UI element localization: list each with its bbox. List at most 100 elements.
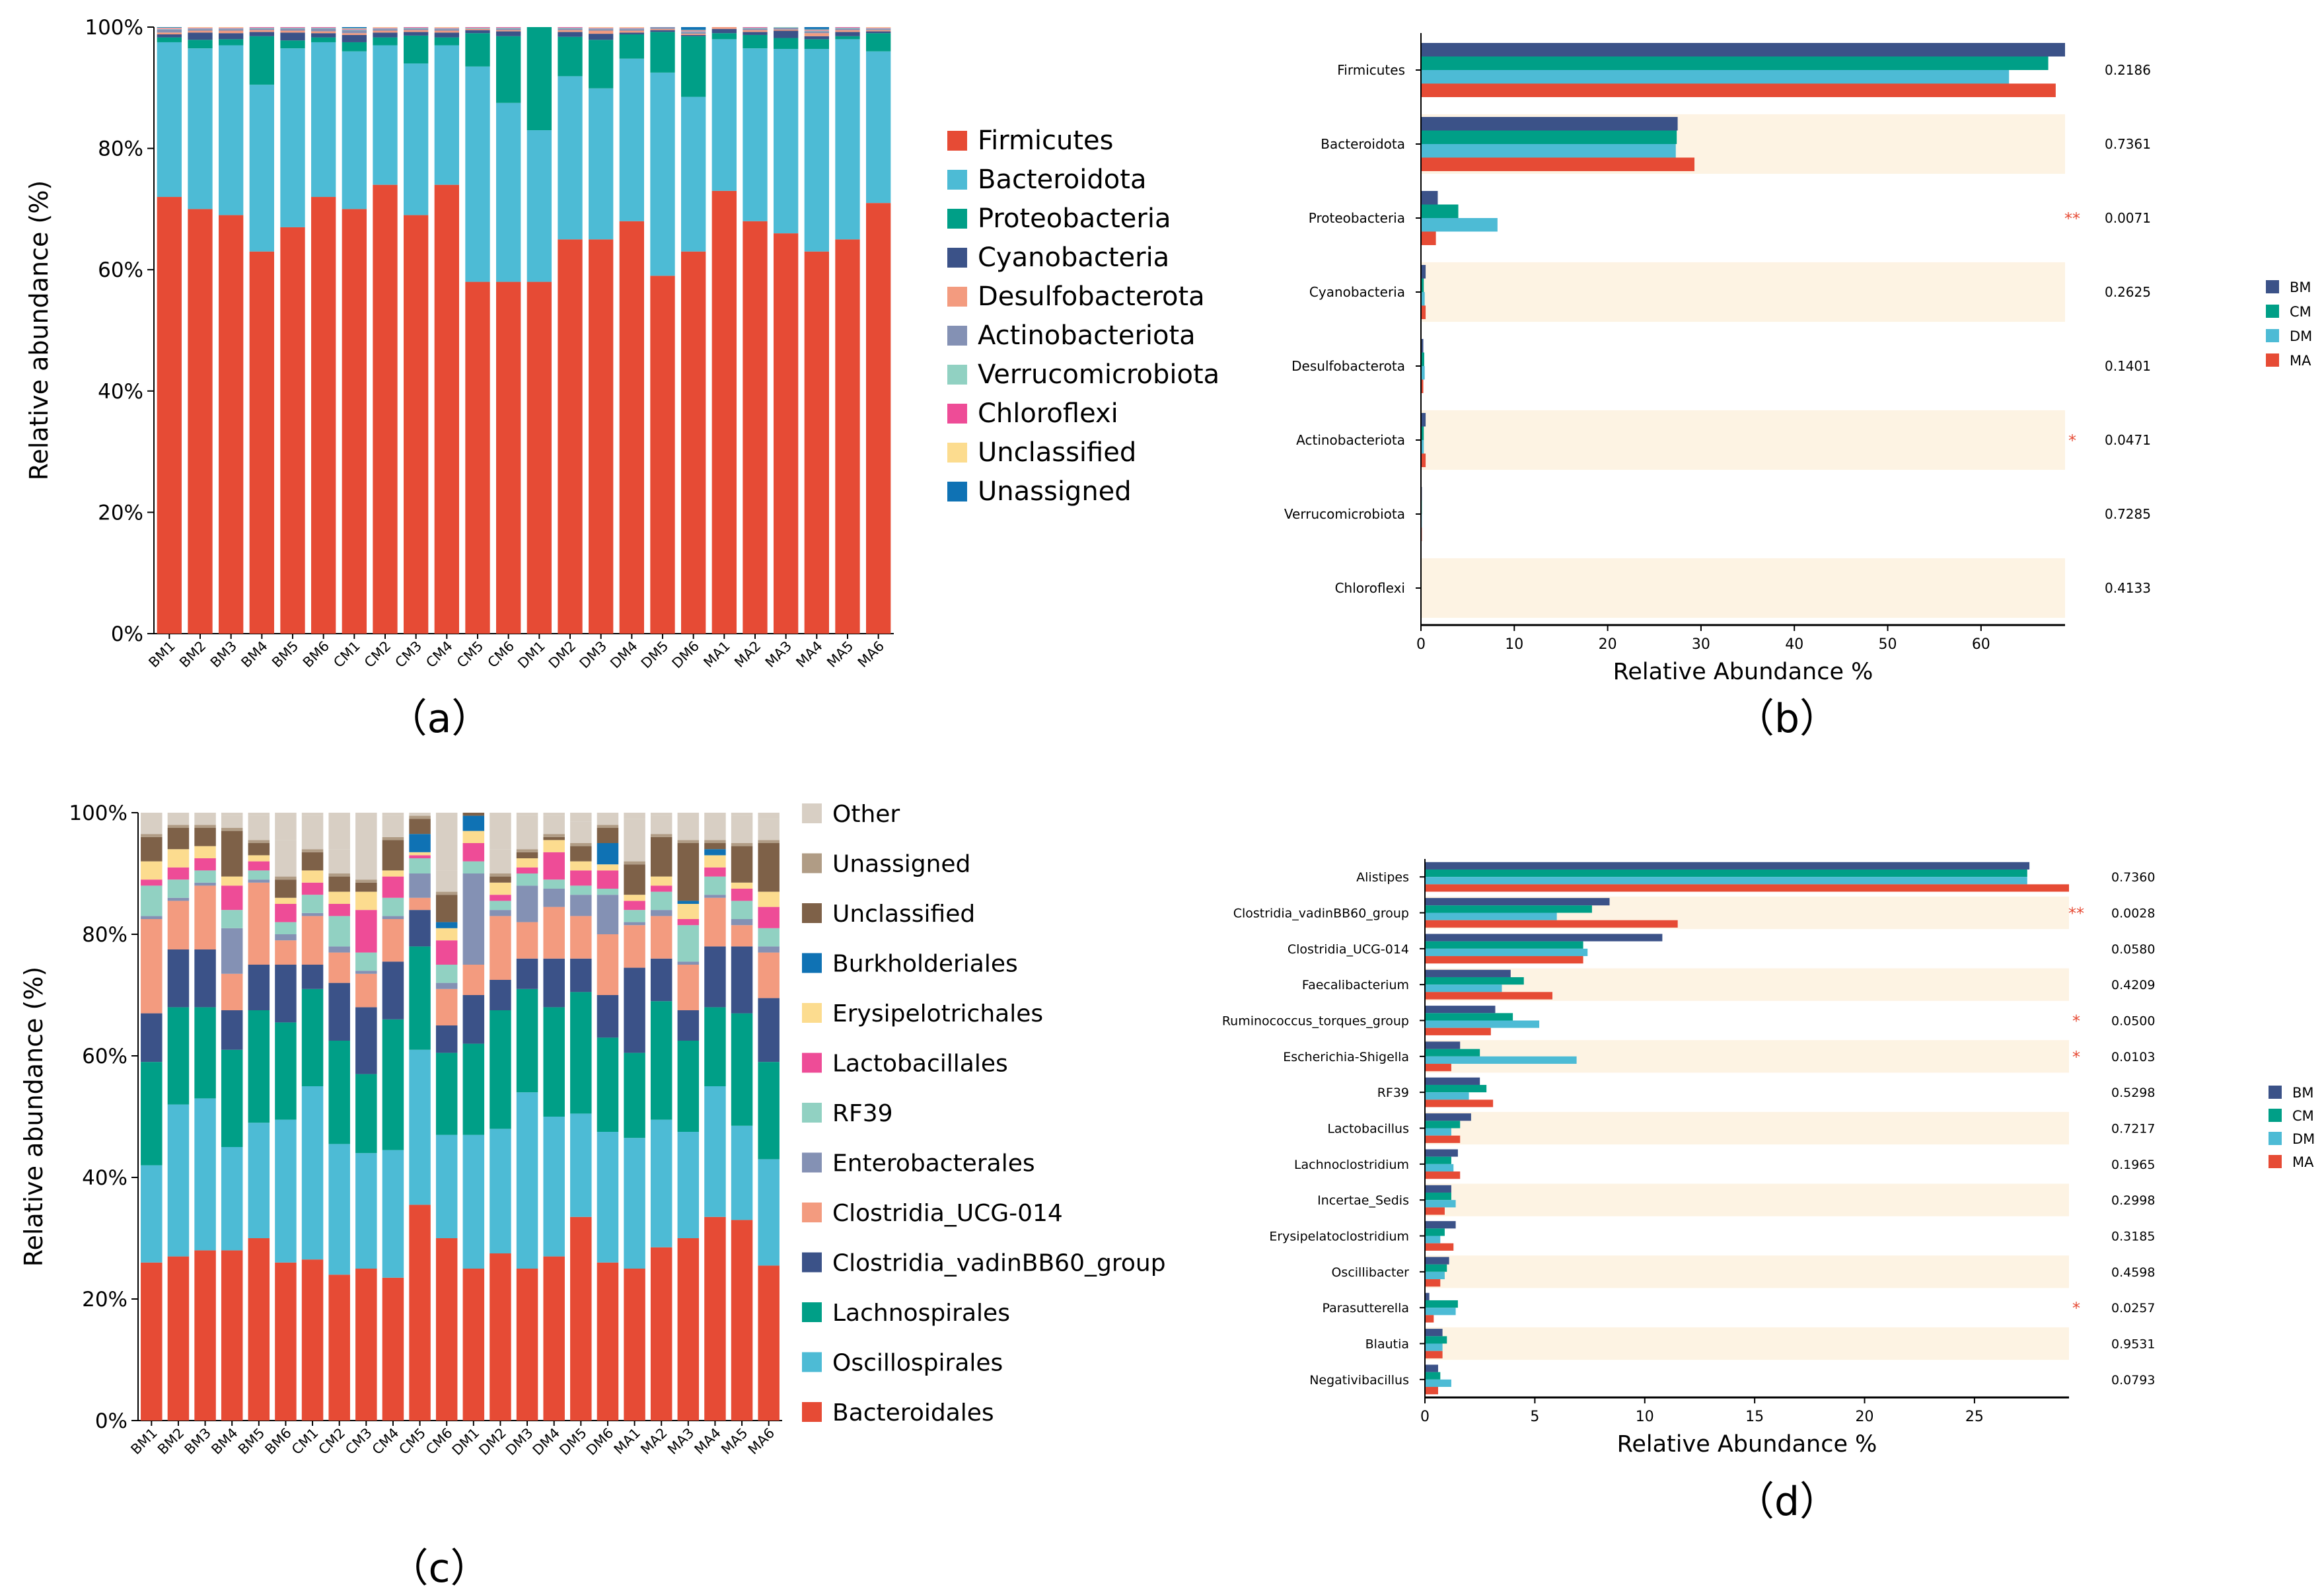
bar-segment-other <box>275 813 297 840</box>
bar-segment-other <box>409 813 431 816</box>
bar-segment-verrucomicrobiota <box>219 28 244 29</box>
bar-segment-desulfobacterota <box>404 30 429 32</box>
bar-segment-unassigned <box>704 840 726 843</box>
bar-segment-oscillospirales <box>141 1165 163 1263</box>
bar-segment-burkholderiales <box>409 834 431 852</box>
bar-segment-rf39 <box>355 952 377 971</box>
category-ruminococcus-torques-group: Ruminococcus_torques_group * 0.0500 <box>1222 1006 2155 1035</box>
bar-bm <box>1421 117 1678 131</box>
bar-segment-lachnospirales <box>355 1074 377 1154</box>
bar-segment-unclassified <box>704 843 726 850</box>
x-tick-label: 0 <box>1416 636 1426 653</box>
x-tick-label: DM2 <box>546 638 579 672</box>
bar-segment-other <box>355 843 377 880</box>
y-tick-label: 40% <box>98 380 143 404</box>
bar-segment-lactobacillales <box>570 870 592 886</box>
bar-segment-lactobacillales <box>141 879 163 886</box>
bar-segment-rf39 <box>650 891 672 910</box>
bar-segment-actinobacteriota <box>804 31 829 34</box>
y-tick-label: 0% <box>95 1409 127 1433</box>
bar-dm <box>1425 1020 1540 1028</box>
bar-segment-proteobacteria <box>434 37 459 46</box>
bar-segment-bacteroidales <box>382 1277 404 1421</box>
y-tick-label: 100% <box>85 16 143 40</box>
x-tick-label: MA2 <box>731 638 764 671</box>
bar-segment-lachnospirales <box>758 1062 780 1160</box>
bar-segment-bacteroidota <box>650 72 675 276</box>
bar-segment-unclassified <box>490 876 511 883</box>
bar-segment-oscillospirales <box>248 1123 270 1238</box>
row-highlight <box>1425 1327 2069 1360</box>
bar-segment-rf39 <box>248 870 270 880</box>
bar-segment-lachnospirales <box>543 1007 565 1117</box>
bar-segment-other <box>570 813 592 822</box>
category-bacteroidota: Bacteroidota 0.7361 <box>1321 114 2151 174</box>
bar-cm <box>1425 1300 1458 1308</box>
legend-swatch-firmicutes <box>947 131 967 151</box>
bar-segment-proteobacteria <box>527 27 552 131</box>
bar-segment-firmicutes <box>311 197 336 634</box>
bar-segment-erysipelotrichales <box>221 876 243 886</box>
bar-segment-enterobacterales <box>167 897 190 901</box>
p-value: 0.0071 <box>2105 210 2151 226</box>
bar-segment-unassigned <box>141 834 163 837</box>
bar-cm <box>1421 352 1424 366</box>
bar-segment-other <box>490 813 511 850</box>
bar-segment-rf39 <box>624 910 645 922</box>
bar-segment-chloroflexi <box>558 27 583 28</box>
bar-segment-cyanobacteria <box>219 33 244 40</box>
bar-segment-enterobacterales <box>248 879 270 883</box>
bar-segment-chloroflexi <box>804 30 829 31</box>
bar-segment-cyanobacteria <box>496 31 521 36</box>
bar-segment-bacteroidales <box>758 1265 780 1421</box>
bar-segment-erysipelotrichales <box>328 891 350 904</box>
bar-segment-lachnospirales <box>462 1043 485 1135</box>
bar-segment-erysipelotrichales <box>490 882 511 895</box>
bar-segment-desulfobacterota <box>835 30 860 32</box>
bar-segment-bacteroidales <box>275 1262 297 1421</box>
bar-dm <box>1425 1056 1577 1064</box>
bar-segment-erysipelotrichales <box>167 849 190 868</box>
x-tick-label: CM6 <box>485 638 518 671</box>
bar-dm <box>1425 1379 1451 1388</box>
bar-segment-oscillospirales <box>597 1132 619 1263</box>
category-label: Negativibacillus <box>1309 1373 1409 1388</box>
bar-segment-lachnospirales <box>167 1007 190 1105</box>
bar-segment-clostridia-ucg-014 <box>275 940 297 965</box>
bar-segment-desulfobacterota <box>373 30 398 33</box>
bar-segment-firmicutes <box>774 233 799 634</box>
y-tick-label: 80% <box>98 137 143 161</box>
p-value: 0.1401 <box>2105 358 2151 374</box>
x-tick-label: BM4 <box>208 1425 240 1458</box>
bar-column-ma6 <box>758 813 780 1421</box>
bar-segment-bacteroidota <box>743 48 768 221</box>
bar-segment-bacteroidales <box>677 1238 700 1421</box>
bar-segment-clostridia-ucg-014 <box>328 952 350 983</box>
bar-segment-other <box>301 815 324 850</box>
bar-segment-clostridia-vadinbb60-group <box>275 965 297 1023</box>
bar-segment-lactobacillales <box>194 858 216 871</box>
bar-segment-cyanobacteria <box>743 32 768 35</box>
bar-segment-lactobacillales <box>435 940 458 965</box>
bar-column-bm6 <box>311 27 336 634</box>
bar-segment-rf39 <box>141 885 163 916</box>
bar-segment-unassigned <box>516 849 538 852</box>
bar-column-ma4 <box>704 813 726 1421</box>
bar-segment-erysipelotrichales <box>248 855 270 862</box>
bar-segment-actinobacteriota <box>311 28 336 32</box>
bar-dm <box>1425 912 1557 920</box>
bar-segment-desulfobacterota <box>774 29 799 31</box>
bar-segment-desulfobacterota <box>681 34 706 35</box>
bar-segment-proteobacteria <box>743 34 768 49</box>
bar-segment-chloroflexi <box>311 27 336 28</box>
bar-segment-firmicutes <box>404 215 429 634</box>
bar-cm <box>1425 1192 1451 1201</box>
bar-ma <box>1425 1279 1441 1287</box>
bar-segment-chloroflexi <box>157 28 182 29</box>
bar-segment-cyanobacteria <box>373 32 398 38</box>
x-tick-label: BM6 <box>300 638 332 671</box>
legend-label-oscillospirales: Oscillospirales <box>832 1350 1003 1377</box>
bar-segment-desulfobacterota <box>619 30 644 33</box>
bar-segment-erysipelotrichales <box>704 855 726 868</box>
category-label: Ruminococcus_torques_group <box>1222 1014 1409 1029</box>
